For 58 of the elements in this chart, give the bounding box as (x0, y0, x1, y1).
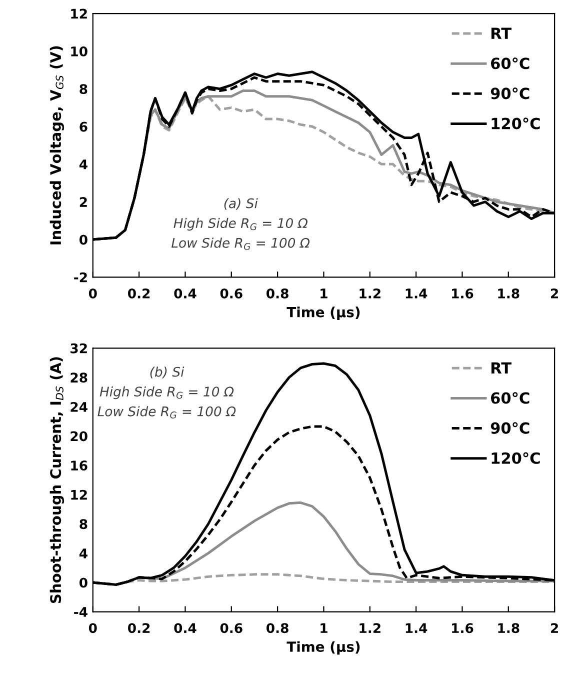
legend-label: 90°C (490, 422, 530, 434)
x-tick-label: 1.6 (452, 623, 474, 634)
legend-label: 60°C (491, 58, 530, 70)
y-tick-label: 12 (71, 490, 87, 500)
x-tick-label: 0.6 (220, 288, 242, 298)
legend-label: 120°C (492, 452, 540, 464)
y-tick-label: 0 (79, 234, 88, 245)
x-tick-label: 1.4 (406, 623, 428, 633)
legend-label: RT (491, 362, 512, 374)
annotation: (a) Si (224, 198, 258, 210)
x-tick-label: 0 (88, 288, 97, 298)
x-tick-label: 1.6 (452, 288, 474, 298)
y-tick-label: 32 (70, 343, 87, 354)
legend-label: 120°C (492, 118, 540, 130)
y-tick-label: 10 (71, 46, 88, 56)
y-tick-label: 24 (70, 402, 88, 412)
annotation: High Side R$_{G}$ = 10 Ω (100, 386, 234, 400)
annotation: High Side R$_{G}$ = 10 Ω (174, 218, 308, 231)
y-tick-label: 6 (80, 122, 88, 132)
x-tick-label: 1.8 (498, 288, 520, 298)
annotation: Low Side R$_{G}$ = 100 Ω (172, 238, 310, 250)
y-tick-label: 28 (70, 372, 88, 383)
y-axis-title: Induced Voltage, V$_{GS}$ (V) (50, 46, 64, 244)
x-tick-label: 0 (88, 623, 97, 634)
y-tick-label: 16 (71, 460, 88, 471)
y-tick-label: -2 (74, 272, 87, 282)
x-tick-label: 1.2 (360, 623, 380, 633)
x-tick-label: 0.4 (174, 288, 196, 298)
y-tick-label: 20 (70, 431, 88, 442)
x-tick-label: 0.4 (174, 623, 196, 634)
y-tick-label: 4 (79, 548, 88, 558)
y-tick-label: 12 (71, 8, 87, 19)
y-tick-label: 2 (80, 197, 87, 207)
x-tick-label: 0.2 (128, 623, 150, 634)
x-tick-label: 1.2 (360, 288, 380, 298)
x-tick-label: 0.8 (266, 288, 288, 298)
legend-label: RT (491, 28, 512, 39)
y-tick-label: 8 (80, 84, 88, 94)
x-tick-label: 1 (320, 288, 328, 298)
legend-label: 60°C (491, 392, 530, 404)
x-tick-label: 2 (551, 288, 558, 298)
x-tick-label: 1 (320, 623, 328, 633)
y-tick-label: 4 (79, 160, 88, 170)
y-tick-label: 0 (79, 578, 88, 588)
y-tick-label: -4 (74, 607, 88, 617)
y-axis-title: Shoot-through Current, I$_{DS}$ (A) (50, 357, 64, 604)
x-axis-title: Time (µs) (286, 306, 360, 320)
legend-label: 90°C (490, 88, 530, 100)
x-tick-label: 1.8 (498, 623, 520, 634)
x-tick-label: 2 (551, 623, 558, 633)
x-tick-label: 0.8 (266, 623, 288, 634)
x-tick-label: 0.2 (128, 288, 150, 298)
annotation: Low Side R$_{G}$ = 100 Ω (98, 406, 236, 418)
annotation: (b) Si (150, 366, 184, 378)
x-axis-title: Time (µs) (286, 641, 360, 655)
y-tick-label: 8 (80, 519, 88, 530)
x-tick-label: 0.6 (220, 623, 242, 634)
x-tick-label: 1.4 (406, 288, 428, 298)
